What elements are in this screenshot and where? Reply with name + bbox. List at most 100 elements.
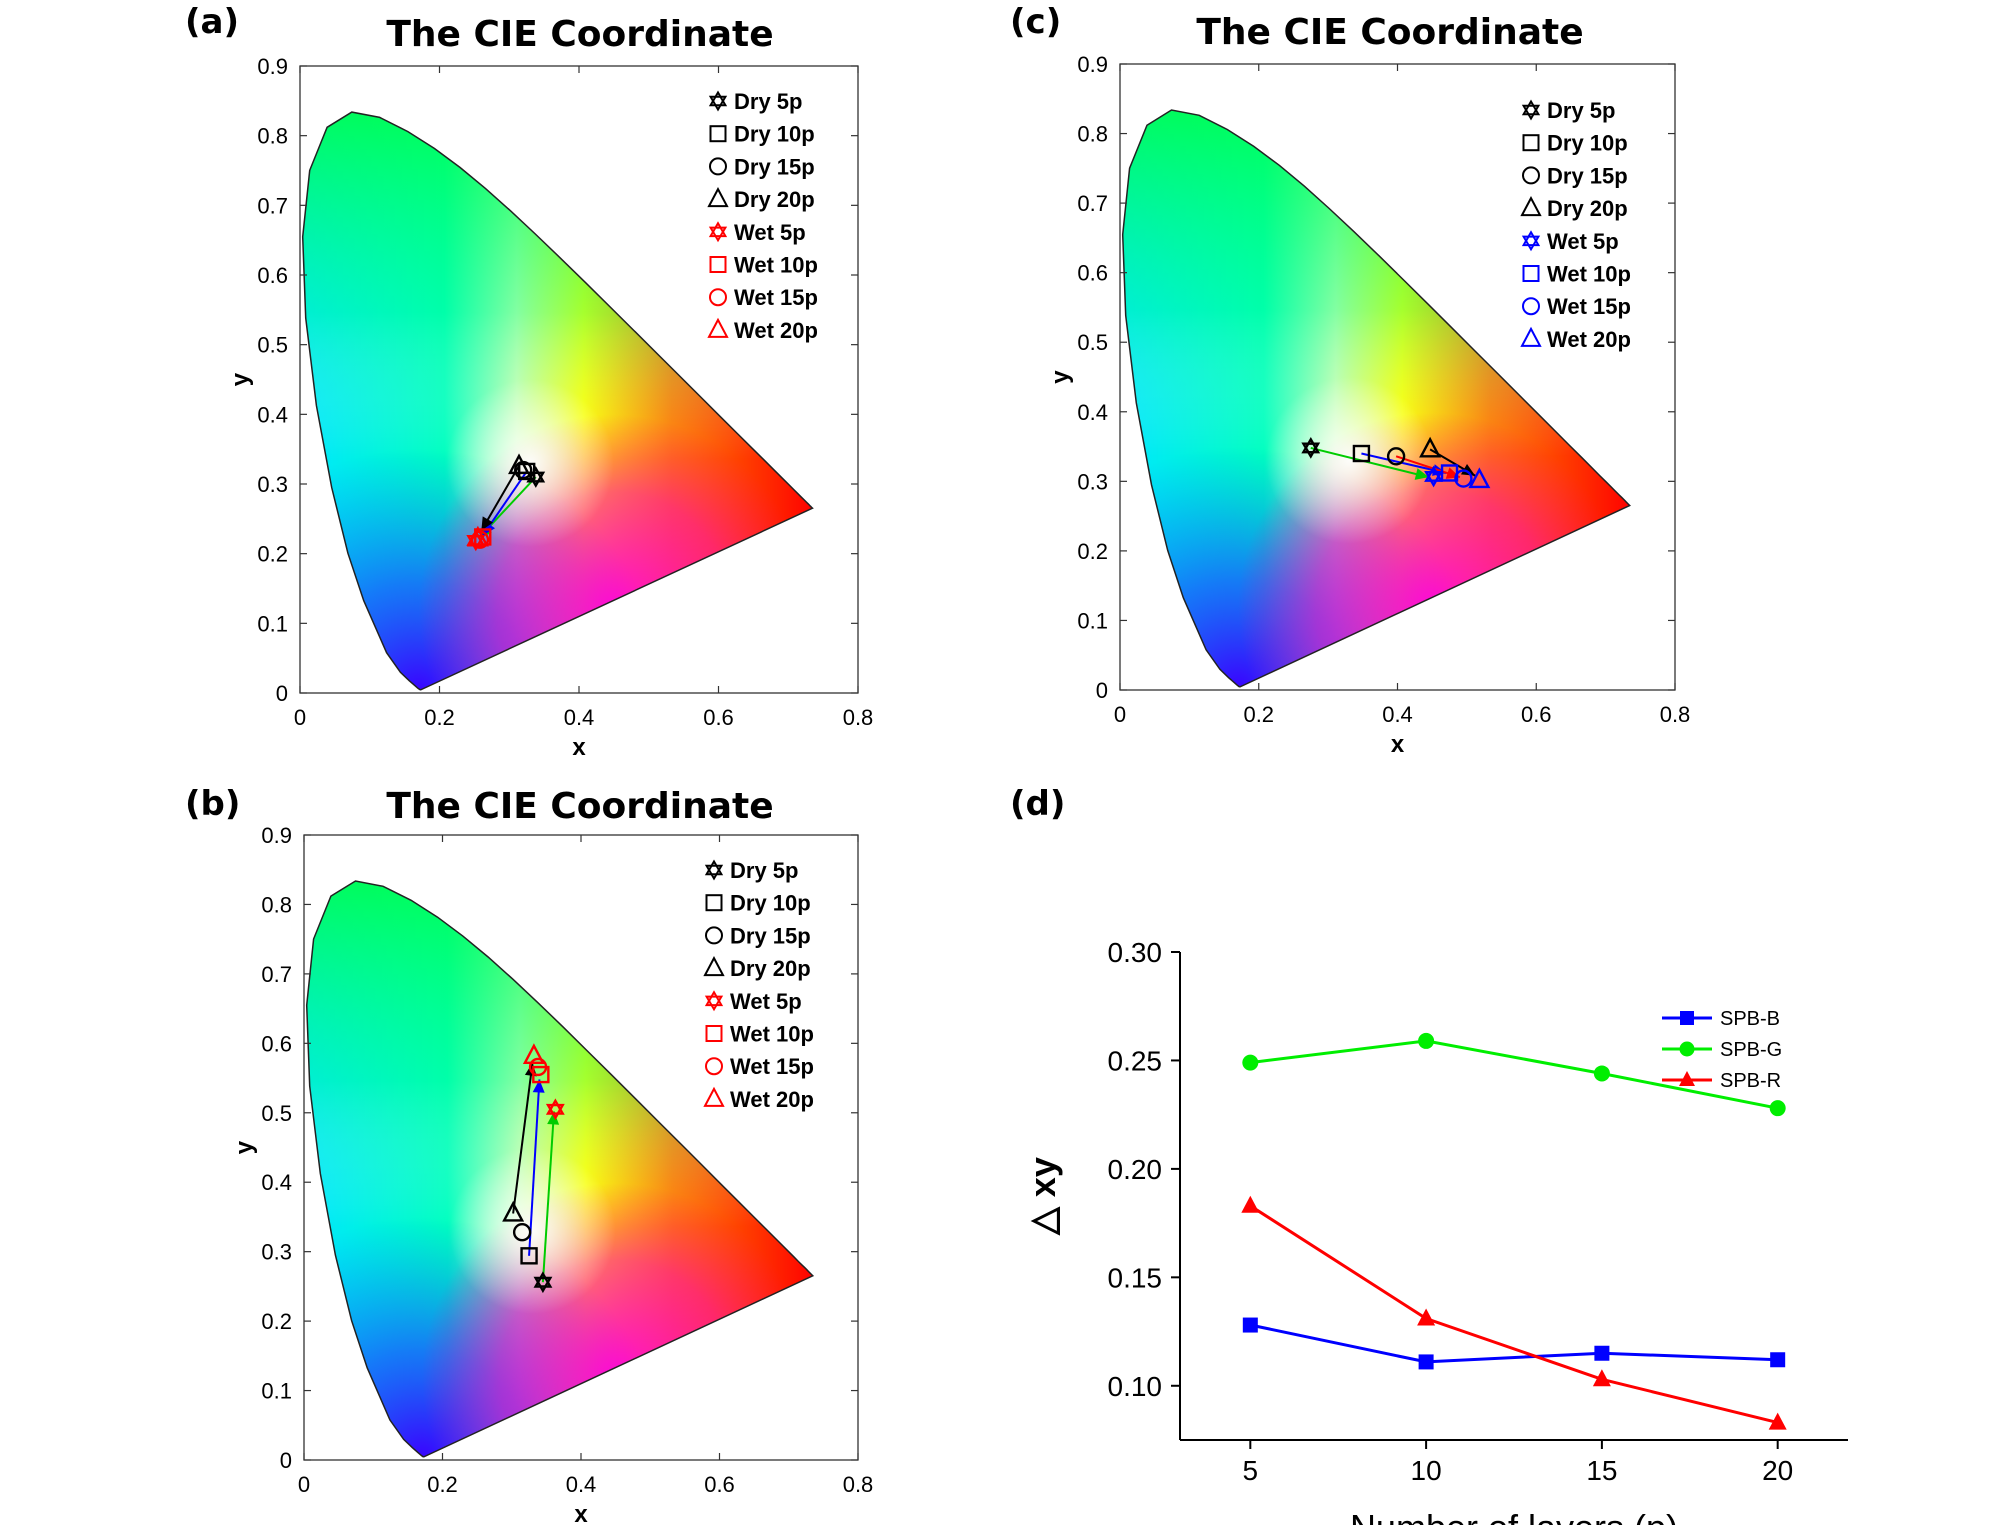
triangle-marker: [1468, 467, 1491, 489]
y-tick-label: 0.2: [1077, 539, 1108, 564]
legend-entry: Dry 10p: [705, 891, 811, 916]
x-tick-label: 0.2: [427, 1472, 458, 1497]
hexagram-marker: [1301, 442, 1321, 459]
x-axis-label: x: [1391, 731, 1405, 758]
chart-title-c: The CIE Coordinate: [1196, 12, 1584, 53]
x-tick-label: 0.8: [1660, 702, 1691, 727]
x-tick-label: 0.4: [566, 1472, 597, 1497]
triangle-marker: [1520, 195, 1542, 217]
legend-entry: Dry 15p: [709, 154, 815, 179]
arrow-head: [481, 516, 494, 531]
series-line: [1249, 1323, 1778, 1364]
hexagram-marker: [1301, 436, 1321, 454]
legend-entry: Wet 20p: [703, 1086, 814, 1112]
x-tick-label: 10: [1411, 1455, 1442, 1486]
y-tick-label: 0.8: [261, 892, 292, 917]
series-SPB-R: [1241, 1195, 1787, 1430]
y-tick-label: 0.2: [257, 542, 288, 567]
hexagram-marker: [533, 1276, 553, 1294]
legend-label: Dry 15p: [1547, 163, 1628, 188]
data-point: [1242, 1054, 1259, 1071]
y-tick-label: 0.10: [1108, 1371, 1163, 1402]
hexagram-marker: [1424, 471, 1443, 488]
square-marker: [1522, 265, 1540, 282]
legend-entry: Dry 10p: [709, 122, 815, 147]
y-tick-label: 0: [276, 681, 288, 706]
cie-plot-b: 0 0.2 0.4 0.6 0.8 0 0.1 0.2 0.3 0.4 0.5 0.6 0.7 0.8 0.…: [231, 823, 873, 1525]
y-tick-label: 0.5: [257, 333, 288, 358]
y-tick-label: 0.5: [261, 1101, 292, 1126]
cie-chart-panel-a: (a) The CIE Coordinate 0 0.2 0.4 0.6 0.8 0 0.1…: [0, 0, 960, 780]
y-tick-label: 0.7: [261, 962, 292, 987]
y-tick-label: 0.8: [257, 124, 288, 149]
series-line: [1250, 1039, 1778, 1110]
legend-label: SPB-B: [1720, 1008, 1780, 1030]
hexagram-marker: [708, 221, 728, 238]
legend-entry: Wet 15p: [709, 285, 818, 310]
series-SPB-G: [1242, 1032, 1786, 1117]
legend-label: Wet 5p: [734, 220, 806, 245]
x-tick-label: 0.6: [704, 1472, 735, 1497]
hexagram-marker: [1521, 104, 1541, 121]
y-tick-label: 0.6: [1077, 261, 1108, 286]
y-tick-label: 0.1: [1077, 608, 1108, 633]
line-plot-d: 5 10 15 20 0.10 0.15 0.20 0.25 0.30 Number of lay…: [1022, 937, 1848, 1525]
legend-label: Wet 5p: [1547, 229, 1619, 254]
legend-label: Dry 20p: [734, 187, 815, 212]
legend-label: Wet 5p: [730, 989, 802, 1014]
x-axis-label: Number of layers (p): [1350, 1507, 1678, 1525]
legend-entry: SPB-G: [1662, 1039, 1782, 1061]
legend-entry: Wet 5p: [704, 989, 802, 1014]
cie-plot-a: 0 0.2 0.4 0.6 0.8 0 0.1 0.2 0.3 0.4 0.5 0.6 0.7 0.8 0.…: [227, 54, 874, 761]
legend-label: Dry 5p: [1547, 98, 1615, 123]
triangle-marker: [522, 1043, 545, 1065]
arrow-head: [532, 1079, 545, 1093]
gamut-fill-white: [1122, 110, 1630, 687]
legend-label: Wet 20p: [730, 1087, 814, 1112]
x-tick-label: 20: [1762, 1455, 1793, 1486]
y-tick-label: 0.7: [257, 193, 288, 218]
legend-marker: [1679, 1041, 1695, 1057]
spectral-locus: [1121, 109, 1631, 688]
arrow-head: [1414, 468, 1429, 480]
y-tick-label: 0.4: [257, 402, 288, 427]
legend-label: Dry 10p: [1547, 131, 1628, 156]
x-tick-label: 0.8: [843, 705, 874, 730]
legend-entry: Wet 15p: [1522, 294, 1631, 319]
square-marker: [1352, 444, 1371, 463]
y-tick-label: 0.20: [1108, 1154, 1163, 1185]
y-tick-label: 0.4: [261, 1170, 292, 1195]
legend-entry: Wet 20p: [707, 317, 818, 343]
legend-label: SPB-R: [1720, 1070, 1781, 1092]
y-tick-label: 0.9: [257, 54, 288, 79]
shift-arrow: [528, 1079, 541, 1256]
y-tick-label: 0.25: [1108, 1045, 1163, 1076]
triangle-marker: [508, 453, 531, 475]
triangle-marker: [466, 525, 489, 547]
y-tick-label: 0.15: [1108, 1262, 1163, 1293]
y-tick-label: 0.9: [261, 823, 292, 848]
y-tick-label: 0.2: [261, 1309, 292, 1334]
y-axis-label: y: [1047, 370, 1074, 384]
x-axis-label: x: [574, 1501, 588, 1525]
hexagram-marker: [1521, 230, 1541, 247]
hexagram-marker: [545, 1098, 565, 1115]
circle-marker: [528, 1057, 548, 1077]
data-point: [1593, 1065, 1610, 1082]
square-marker: [709, 256, 727, 273]
circle-marker: [512, 1223, 532, 1242]
series-SPB-B: [1242, 1317, 1786, 1370]
x-tick-label: 0.2: [424, 705, 455, 730]
triangle-marker: [707, 317, 729, 338]
x-tick-label: 0: [1114, 702, 1126, 727]
legend-entry: Dry 15p: [705, 923, 811, 948]
y-tick-label: 0.6: [261, 1031, 292, 1056]
arrow-head: [547, 1111, 560, 1125]
y-tick-label: 0.1: [261, 1379, 292, 1404]
x-tick-label: 0.6: [1521, 702, 1552, 727]
legend-entry: Dry 20p: [703, 955, 811, 981]
cie-gamut: [1122, 110, 1630, 687]
y-tick-label: 0.7: [1077, 191, 1108, 216]
legend-entry: Wet 10p: [709, 253, 818, 278]
legend-label: Wet 15p: [734, 285, 818, 310]
